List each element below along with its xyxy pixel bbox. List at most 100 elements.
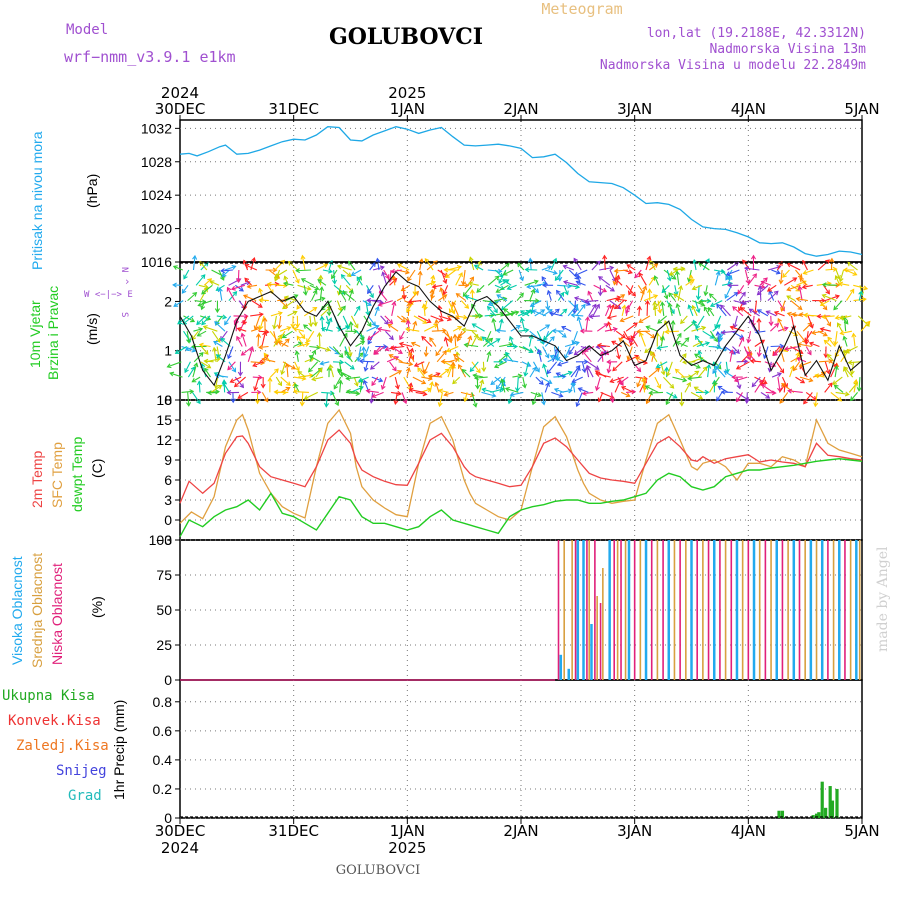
wind-arrowhead (792, 277, 798, 282)
wind-arrow (527, 284, 541, 288)
wind-arrowhead (463, 397, 469, 403)
wind-arrowhead (655, 363, 661, 369)
wind-arrowhead (363, 352, 369, 358)
wind-arrow (533, 361, 540, 372)
wind-arrow (599, 266, 614, 271)
wind-legend-up: ^ (119, 279, 129, 285)
wind-arrowhead (458, 363, 463, 369)
wind-arrowhead (716, 396, 721, 402)
wind-arrow (702, 258, 710, 271)
wind-arrow (799, 286, 803, 301)
wind-arrow (518, 269, 524, 281)
wind-arrow (598, 276, 611, 286)
wind-arrowhead (312, 306, 318, 312)
wind-arrow (319, 287, 323, 301)
wind-arrow (704, 285, 708, 296)
wind-arrow (544, 336, 555, 347)
wind-arrow (689, 370, 699, 378)
wind-arrow (214, 321, 226, 332)
wind-arrow (677, 285, 682, 301)
wind-arrow (692, 305, 698, 317)
wind-arrowhead (586, 301, 592, 306)
wind-arrow (380, 315, 389, 325)
wind-direction-legend: N ^ W <−|−> E S (84, 267, 133, 317)
wind-arrow (750, 360, 762, 363)
wind-arrow-field (166, 254, 871, 408)
precip-bar (820, 781, 824, 818)
wind-arrowhead (408, 382, 414, 388)
wind-arrowhead (786, 295, 792, 300)
wind-arrow (482, 361, 485, 372)
wind-arrowhead (669, 383, 675, 389)
wind-arrowhead (839, 330, 845, 336)
wind-arrowhead (258, 374, 263, 380)
wind-arrowhead (735, 349, 740, 354)
wind-arrow (501, 300, 514, 311)
wind-arrowhead (732, 306, 737, 311)
wind-arrowhead (553, 387, 559, 393)
wind-arrowhead (369, 365, 375, 370)
wind-arrowhead (695, 324, 701, 330)
wind-arrow (363, 315, 372, 327)
wind-arrowhead (404, 269, 410, 275)
bottom-year-label: 2025 (388, 839, 426, 857)
wind-arrowhead (237, 371, 243, 377)
wind-arrowhead (684, 337, 690, 342)
wind-arrowhead (671, 275, 677, 280)
wind-arrowhead (735, 365, 741, 370)
wind-arrowhead (319, 360, 325, 366)
wind-arrow (676, 341, 688, 348)
wind-arrow (242, 315, 248, 325)
wind-arrowhead (625, 308, 630, 314)
wind-arrowhead (300, 334, 306, 340)
wind-arrowhead (203, 358, 209, 364)
wind-arrow (695, 335, 704, 347)
wind-arrow (230, 376, 242, 383)
wind-arrowhead (644, 348, 650, 354)
wind-arrow (251, 300, 263, 308)
wind-arrowhead (698, 298, 704, 304)
wind-arrowhead (345, 375, 351, 381)
wind-arrowhead (561, 333, 567, 338)
wind-arrow (362, 300, 372, 306)
wind-arrowhead (581, 303, 586, 309)
wind-arrowhead (743, 266, 749, 272)
wind-arrow (591, 260, 601, 271)
wind-arrowhead (457, 333, 463, 339)
wind-arrowhead (612, 326, 618, 332)
wind-arrow (309, 355, 321, 363)
wind-arrow (576, 280, 586, 286)
wind-arrow (760, 391, 770, 399)
wind-arrowhead (673, 291, 679, 297)
wind-arrow (453, 354, 465, 363)
wind-arrowhead (481, 387, 487, 393)
wind-arrow (822, 284, 838, 286)
wind-arrowhead (215, 354, 221, 359)
wind-arrowhead (274, 276, 279, 282)
wind-arrowhead (327, 317, 333, 323)
wind-arrow (201, 315, 211, 325)
wind-arrow (397, 263, 410, 271)
wind-arrow (516, 377, 519, 392)
cloud-ytick-label: 50 (156, 602, 172, 618)
legend-grad: Grad (68, 788, 102, 804)
wind-arrowhead (698, 394, 704, 400)
wind-arrowhead (567, 370, 573, 376)
pressure-line (179, 126, 863, 257)
wind-arrowhead (356, 276, 362, 282)
wind-arrowhead (618, 337, 624, 343)
wind-arrowhead (597, 397, 603, 403)
wind-arrowhead (267, 376, 273, 382)
wind-arrow (767, 266, 781, 271)
wind-arrow (646, 326, 658, 332)
wind-arrow (350, 321, 353, 332)
wind-arrow (503, 308, 513, 317)
wind-arrow (834, 331, 838, 345)
wind-arrowhead (681, 359, 687, 365)
wind-arrow (451, 362, 454, 378)
wind-arrowhead (186, 338, 192, 344)
wind-arrow (754, 339, 765, 347)
wind-arrowhead (320, 296, 326, 302)
wind-arrowhead (312, 289, 318, 295)
wind-arrowhead (695, 364, 701, 369)
